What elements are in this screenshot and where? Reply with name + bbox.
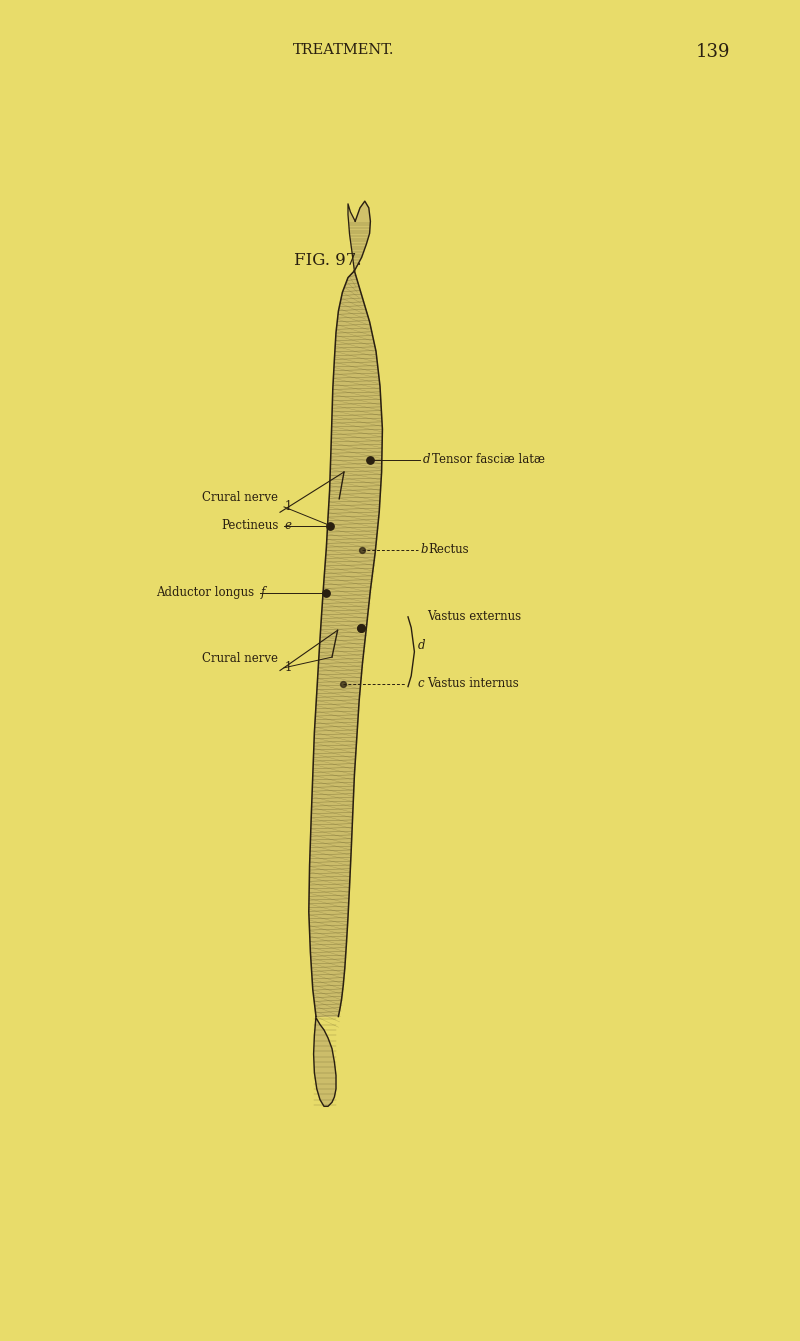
Text: Pectineus: Pectineus [221, 519, 278, 532]
Point [337, 673, 350, 695]
Text: Crural nerve: Crural nerve [202, 652, 278, 665]
Point [324, 515, 337, 536]
Text: Vastus externus: Vastus externus [427, 610, 522, 624]
Text: d: d [418, 638, 425, 652]
Polygon shape [348, 201, 370, 271]
Point [320, 582, 333, 603]
Text: b: b [421, 543, 428, 557]
Text: 1: 1 [285, 661, 292, 675]
Text: Crural nerve: Crural nerve [202, 491, 278, 504]
Polygon shape [314, 1016, 336, 1106]
Text: Rectus: Rectus [429, 543, 470, 557]
Text: c: c [418, 677, 424, 691]
Text: e: e [285, 519, 292, 532]
Text: f: f [261, 586, 265, 599]
Point [354, 617, 367, 638]
Point [355, 539, 368, 561]
Point [364, 449, 377, 471]
Text: Tensor fasciæ latæ: Tensor fasciæ latæ [432, 453, 545, 467]
Point [354, 617, 367, 638]
Text: 1: 1 [285, 500, 292, 514]
Text: TREATMENT.: TREATMENT. [294, 43, 394, 56]
Text: 139: 139 [696, 43, 730, 60]
Text: Adductor longus: Adductor longus [156, 586, 254, 599]
Text: d: d [423, 453, 430, 467]
Text: Vastus internus: Vastus internus [427, 677, 519, 691]
Text: FIG. 97.: FIG. 97. [294, 252, 362, 270]
Polygon shape [309, 271, 382, 1016]
